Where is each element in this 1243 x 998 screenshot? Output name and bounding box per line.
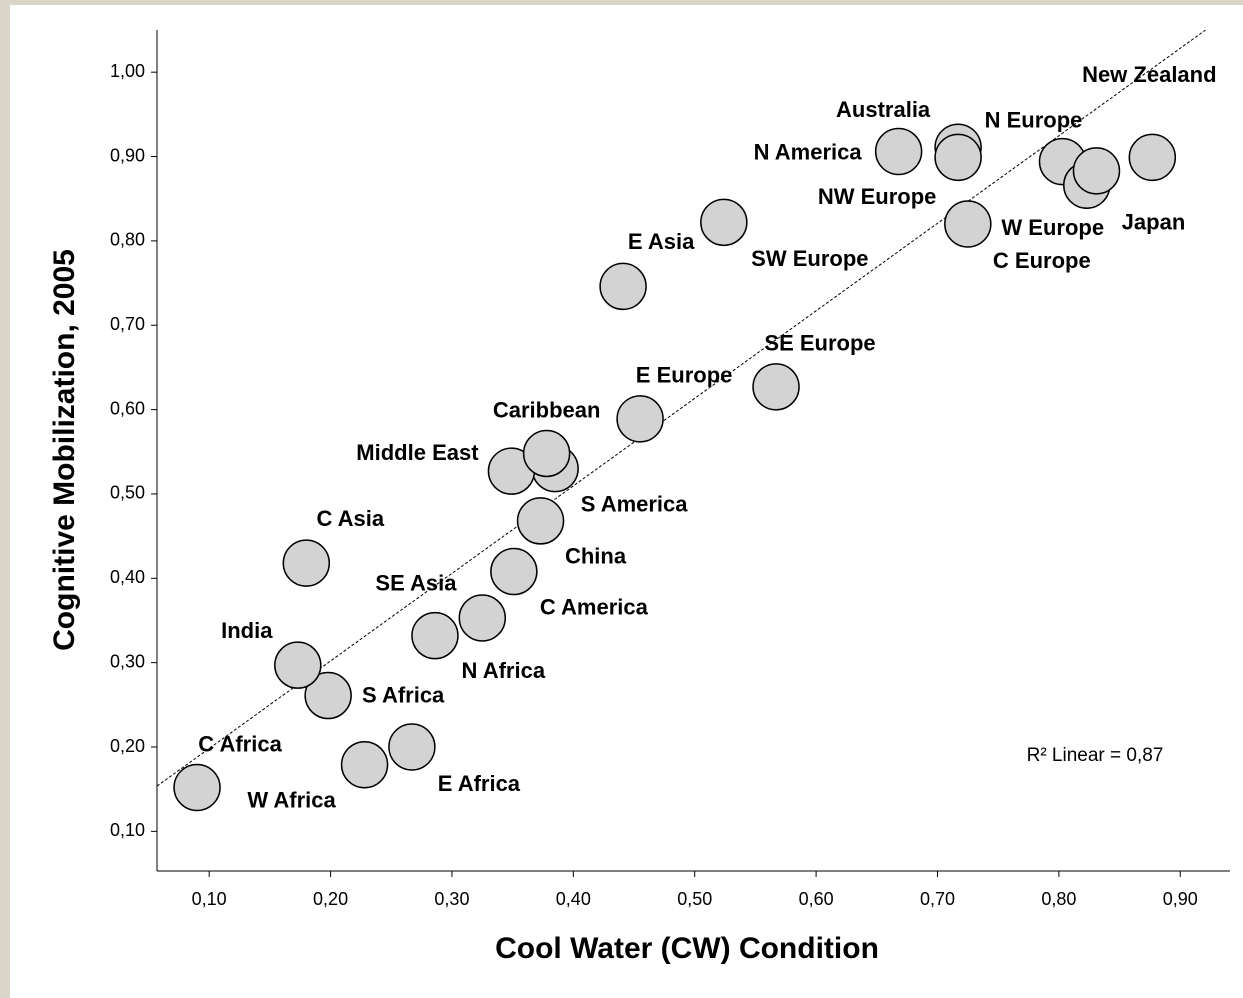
y-tick-label: 0,80 (110, 230, 145, 250)
point (516, 497, 565, 545)
point (522, 429, 571, 478)
point (616, 395, 664, 443)
point-label: N America (754, 139, 863, 164)
point (388, 723, 436, 771)
x-tick-label: 0,30 (434, 889, 469, 909)
point-label: Japan (1122, 210, 1186, 235)
point (411, 611, 459, 660)
point (700, 198, 748, 247)
point-label: Caribbean (493, 397, 601, 422)
point (282, 539, 331, 587)
point-label: C Asia (316, 506, 384, 531)
x-axis-title: Cool Water (CW) Condition (495, 932, 879, 965)
point (340, 740, 389, 789)
point (599, 262, 647, 311)
point-label: SW Europe (751, 246, 868, 271)
point (934, 133, 982, 182)
point (874, 127, 923, 176)
point-label: E Africa (438, 771, 521, 796)
point-label: S America (581, 491, 689, 516)
x-tick-label: 0,50 (677, 889, 712, 909)
point (304, 671, 352, 720)
y-tick-label: 0,70 (110, 314, 145, 334)
point-label: W Africa (247, 788, 336, 813)
x-tick-label: 0,60 (799, 889, 834, 909)
x-tick-label: 0,20 (313, 889, 348, 909)
y-axis-title: Cognitive Mobilization, 2005 (48, 249, 81, 651)
point-label: N Europe (985, 107, 1083, 132)
point-label: Middle East (356, 440, 479, 465)
annotation: R² Linear = 0,87 (1027, 745, 1164, 766)
point-label: W Europe (1001, 215, 1104, 240)
point (490, 547, 538, 596)
panel (10, 5, 1243, 998)
point (1072, 147, 1121, 195)
point-label: NW Europe (818, 184, 937, 209)
point-label: SE Asia (375, 570, 457, 595)
point-label: N Africa (462, 658, 546, 683)
point-label: S Africa (362, 682, 445, 707)
x-tick-label: 0,80 (1041, 889, 1076, 909)
trend-line (156, 29, 1206, 787)
x-tick-label: 0,70 (920, 889, 955, 909)
point (944, 200, 992, 248)
y-tick-label: 0,40 (110, 567, 145, 587)
point-label: China (565, 544, 627, 569)
point-label: India (221, 618, 273, 643)
x-tick-label: 0,90 (1163, 889, 1198, 909)
point-label: C America (540, 594, 649, 619)
point (1128, 133, 1177, 182)
y-tick-label: 0,30 (110, 651, 145, 671)
x-tick-label: 0,10 (192, 889, 227, 909)
y-tick-label: 0,20 (110, 736, 145, 756)
point (173, 763, 221, 812)
point-label: Australia (836, 97, 931, 122)
y-tick-label: 0,90 (110, 145, 145, 165)
x-tick-label: 0,40 (556, 889, 591, 909)
point-label: E Europe (636, 363, 733, 388)
point-label: C Europe (993, 248, 1091, 273)
y-tick-label: 0,60 (110, 398, 145, 418)
point (458, 594, 507, 642)
point-label: New Zealand (1082, 62, 1216, 87)
point-label: C Africa (198, 731, 282, 756)
point (274, 641, 322, 689)
y-tick-label: 0,10 (110, 820, 145, 840)
y-tick-label: 1,00 (110, 61, 145, 81)
point (752, 363, 800, 411)
point-label: E Asia (628, 229, 695, 254)
y-tick-label: 0,50 (110, 483, 145, 503)
point-label: SE Europe (764, 331, 875, 356)
